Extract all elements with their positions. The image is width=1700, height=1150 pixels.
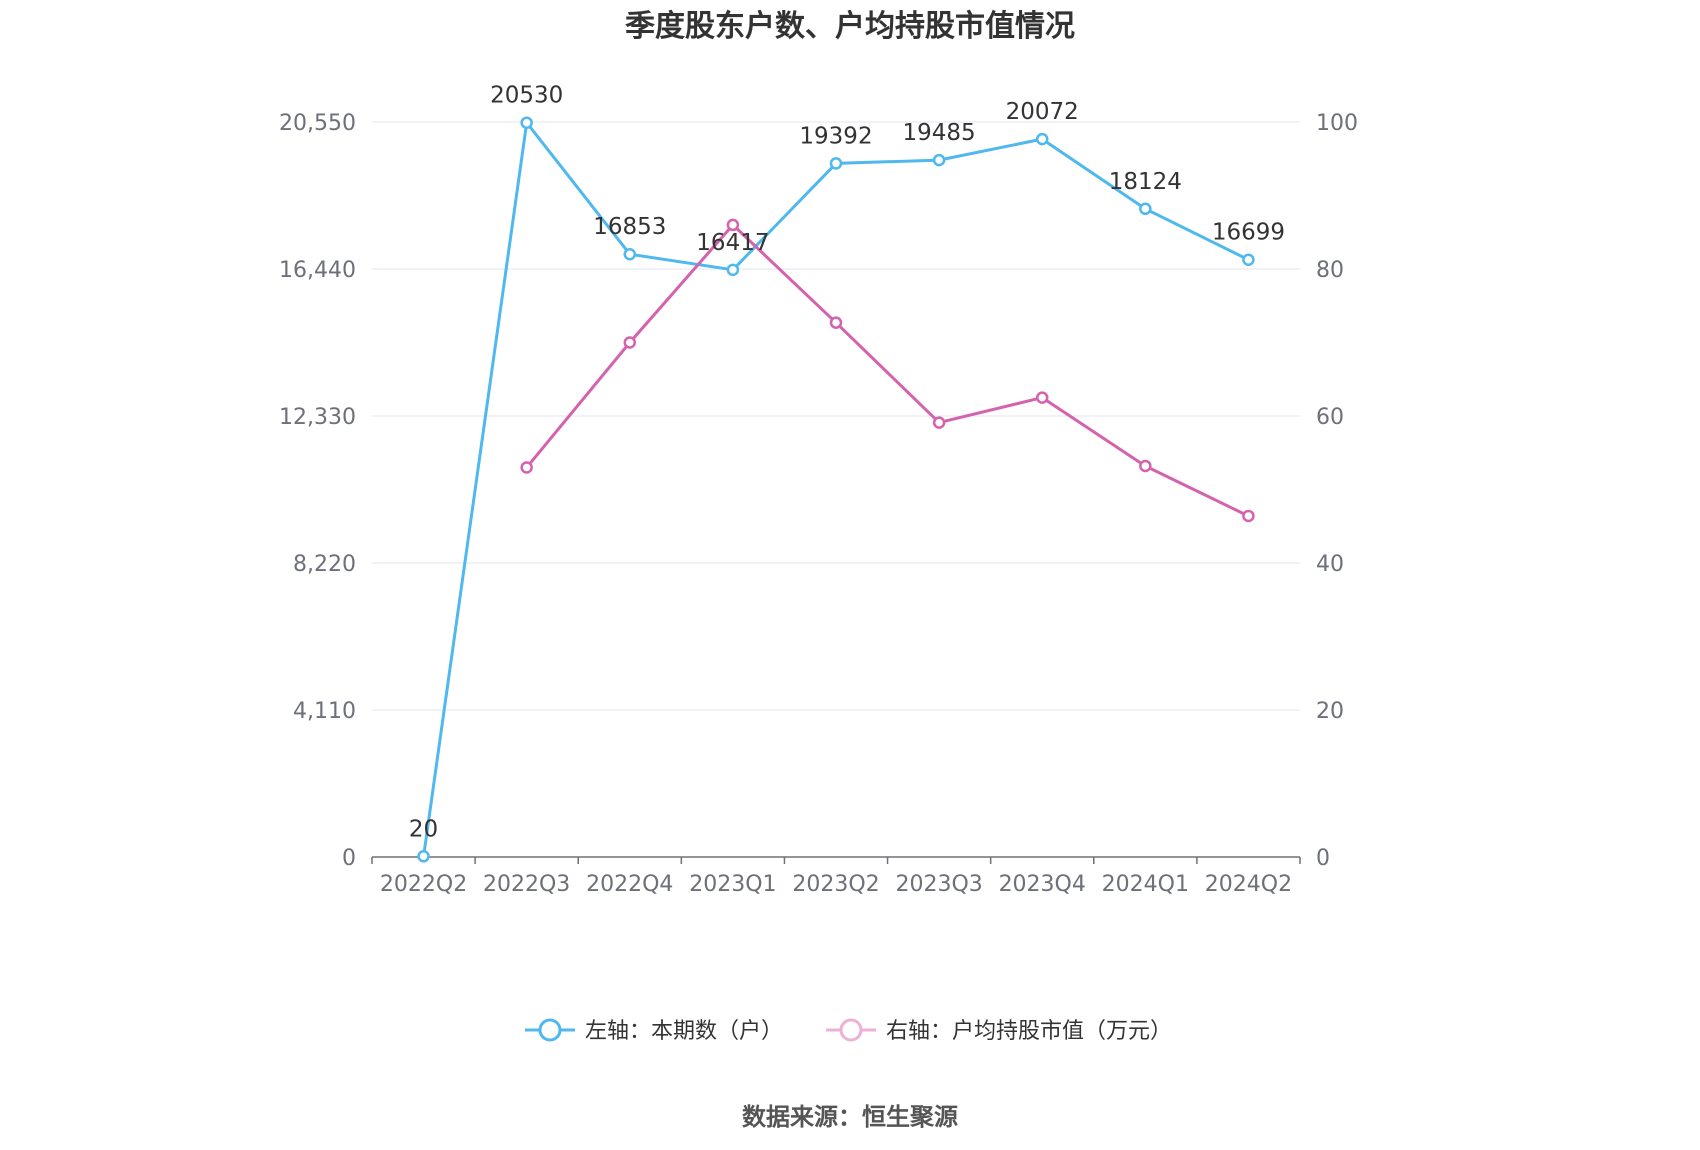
x-tick-label: 2022Q3 — [483, 872, 570, 897]
data-label: 19392 — [799, 123, 872, 149]
left-tick-label: 8,220 — [293, 552, 356, 577]
series-line-0 — [422, 121, 1250, 857]
legend-label: 左轴：本期数（户） — [585, 1019, 783, 1044]
grid-lines — [372, 121, 1300, 711]
data-label: 16853 — [593, 214, 666, 240]
series-point-0 — [1139, 202, 1152, 216]
data-label: 16417 — [696, 230, 769, 256]
left-tick-label: 4,110 — [293, 699, 356, 724]
x-tick-label: 2023Q4 — [999, 872, 1086, 897]
series-point-1 — [726, 218, 740, 232]
series-point-0 — [932, 153, 946, 167]
data-label: 20072 — [1006, 99, 1079, 125]
left-tick-label: 12,330 — [279, 405, 356, 430]
series-point-0 — [623, 247, 637, 261]
left-tick-label: 16,440 — [279, 258, 356, 283]
left-axis: 0 4,110 8,220 12,330 16,440 20,550 — [279, 111, 356, 871]
x-tick-label: 2022Q4 — [586, 872, 673, 897]
series-point-1 — [1242, 509, 1255, 523]
right-tick-label: 40 — [1316, 552, 1344, 577]
x-tick-label: 2022Q2 — [380, 872, 467, 897]
left-tick-label: 0 — [342, 846, 356, 871]
legend-item-1[interactable]: 右轴：户均持股市值（万元） — [826, 1018, 1172, 1044]
legend-marker — [839, 1018, 863, 1042]
right-tick-label: 80 — [1316, 258, 1344, 283]
x-tick-label: 2024Q1 — [1102, 872, 1189, 897]
right-tick-label: 100 — [1316, 111, 1358, 136]
right-tick-label: 0 — [1316, 846, 1330, 871]
series-point-1 — [829, 316, 843, 329]
series-point-0 — [520, 116, 533, 129]
legend[interactable]: 左轴：本期数（户） 右轴：户均持股市值（万元） — [525, 1018, 1172, 1044]
legend-item-0[interactable]: 左轴：本期数（户） — [525, 1018, 783, 1044]
data-label: 20 — [409, 816, 438, 842]
left-tick-label: 20,550 — [279, 111, 356, 136]
right-tick-label: 60 — [1316, 405, 1344, 430]
x-tick-label: 2023Q3 — [895, 872, 982, 897]
x-tick-label: 2023Q2 — [792, 872, 879, 897]
series-point-0 — [1035, 132, 1049, 146]
series-group — [417, 116, 1255, 863]
x-tick-label: 2024Q2 — [1205, 872, 1292, 897]
data-label: 20530 — [490, 83, 563, 109]
data-label: 18124 — [1109, 169, 1182, 195]
series-point-0 — [726, 263, 740, 277]
legend-label: 右轴：户均持股市值（万元） — [886, 1019, 1172, 1044]
legend-marker — [538, 1018, 562, 1042]
series-point-0 — [1242, 253, 1255, 266]
series-point-1 — [520, 461, 533, 474]
series-point-0 — [829, 157, 843, 170]
series-point-1 — [932, 416, 946, 429]
x-axis: 2022Q2 2022Q3 2022Q4 2023Q1 2023Q2 2023Q3 2023… — [371, 856, 1301, 897]
data-label: 16699 — [1212, 220, 1285, 246]
data-label: 19485 — [903, 120, 976, 146]
data-labels: 20 20530 16853 16417 19392 19485 20072 18124 166… — [409, 83, 1285, 843]
series-point-1 — [1035, 391, 1049, 404]
series-point-0 — [417, 850, 430, 863]
chart-title: 季度股东户数、户均持股市值情况 — [625, 9, 1075, 44]
right-tick-label: 20 — [1316, 699, 1344, 724]
series-point-1 — [623, 336, 637, 349]
series-point-1 — [1139, 459, 1152, 473]
series-line-1 — [525, 223, 1250, 518]
data-source: 数据来源：恒生聚源 — [742, 1103, 958, 1131]
x-tick-label: 2023Q1 — [689, 872, 776, 897]
right-axis: 0 20 40 60 80 100 — [1316, 111, 1358, 871]
